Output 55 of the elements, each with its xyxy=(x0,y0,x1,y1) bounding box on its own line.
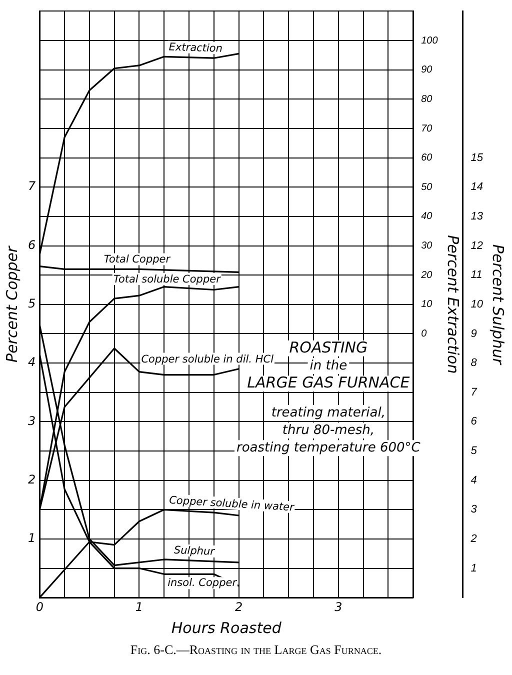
y2-tick-label: 80 xyxy=(421,94,433,105)
annotation: treating material, xyxy=(271,405,386,420)
y-tick-label: 7 xyxy=(28,179,36,194)
series-label: Total Copper xyxy=(104,254,171,266)
x-tick-label: 3 xyxy=(334,600,342,614)
y2-tick-label: 10 xyxy=(421,299,433,310)
x-axis-title: Hours Roasted xyxy=(171,618,282,637)
y2-axis-title: Percent Extraction xyxy=(444,235,462,374)
series-label: Extraction xyxy=(168,41,223,55)
x-tick-label: 0 xyxy=(36,600,44,614)
series-label: Copper soluble in water xyxy=(168,494,295,514)
annotation: thru 80-mesh, xyxy=(282,422,374,438)
annotation: in the xyxy=(310,358,348,374)
y3-tick-label: 1 xyxy=(470,562,477,574)
y3-tick-label: 5 xyxy=(470,445,478,458)
x-tick-label: 1 xyxy=(135,600,144,614)
series-label: Sulphur xyxy=(174,544,216,558)
y3-tick-label: 14 xyxy=(470,181,484,194)
y3-tick-label: 8 xyxy=(470,357,478,370)
y-axis-title: Percent Copper xyxy=(2,245,21,362)
y3-tick-label: 4 xyxy=(470,474,477,486)
y-tick-label: 5 xyxy=(28,296,36,311)
y2-tick-label: 50 xyxy=(421,182,433,193)
y3-tick-label: 3 xyxy=(470,504,478,516)
y3-tick-label: 11 xyxy=(470,269,482,282)
y3-axis-title: Percent Sulphur xyxy=(489,244,508,366)
y2-tick-label: 20 xyxy=(420,270,433,281)
y3-tick-label: 12 xyxy=(470,240,484,252)
y3-tick-label: 15 xyxy=(470,152,484,164)
y3-tick-label: 13 xyxy=(470,210,484,223)
y-tick-label: 3 xyxy=(28,414,36,428)
y3-tick-label: 6 xyxy=(470,416,478,428)
y2-tick-label: 100 xyxy=(421,35,438,46)
annotation: LARGE GAS FURNACE xyxy=(247,373,410,392)
y3-tick-label: 10 xyxy=(470,298,484,310)
annotation: roasting temperature 600°C xyxy=(236,440,422,456)
text: Fig. 6-C.—Roasting in the Large Gas Furnace. xyxy=(129,642,383,658)
y3-tick-label: 9 xyxy=(470,328,477,340)
y3-tick-label: 2 xyxy=(470,533,477,546)
y2-tick-label: 30 xyxy=(421,240,433,252)
y-tick-label: 2 xyxy=(28,472,36,486)
y2-tick-label: 70 xyxy=(421,123,433,134)
y2-tick-label: 0 xyxy=(421,328,428,340)
annotation: ROASTING xyxy=(289,338,368,356)
series-label: insol. Copper xyxy=(168,577,238,590)
y-tick-label: 4 xyxy=(28,355,36,370)
series-label: Copper soluble in dil. HCl xyxy=(141,353,274,366)
x-tick-label: 2 xyxy=(234,600,243,614)
y2-tick-label: 40 xyxy=(421,211,433,222)
y2-tick-label: 60 xyxy=(421,152,433,164)
y-tick-label: 1 xyxy=(28,531,36,546)
series-label: Total soluble Copper xyxy=(113,274,222,286)
y3-tick-label: 7 xyxy=(470,386,478,398)
y2-tick-label: 90 xyxy=(421,64,433,76)
y-tick-label: 6 xyxy=(28,238,36,252)
